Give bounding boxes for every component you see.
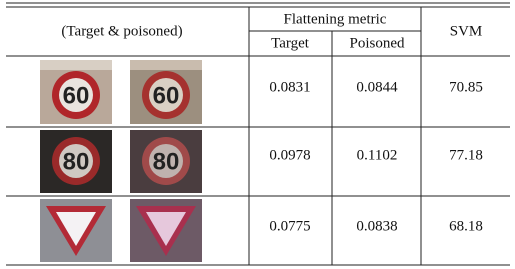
- header-cell: SVM: [450, 23, 483, 39]
- header-cell: (Target & poisoned): [61, 23, 182, 39]
- header-cell: Poisoned: [349, 35, 405, 51]
- target-image: 60: [40, 60, 112, 124]
- svm-value: 68.18: [449, 218, 483, 234]
- svm-value: 77.18: [449, 147, 483, 163]
- poisoned-value: 0.1102: [357, 147, 398, 163]
- sign-text: 80: [153, 148, 180, 175]
- poisoned-value: 0.0844: [356, 79, 398, 95]
- target-value: 0.0775: [269, 218, 310, 234]
- target-value: 0.0978: [269, 147, 310, 163]
- poisoned-image: 80: [130, 130, 202, 193]
- sign-text: 60: [153, 82, 180, 109]
- poisoned-image: 60: [130, 60, 202, 124]
- sign-text: 80: [63, 148, 90, 175]
- poisoned-value: 0.0838: [356, 218, 397, 234]
- target-image: 80: [40, 130, 112, 193]
- header-cell: Flattening metric: [284, 11, 387, 27]
- poisoned-image: [130, 199, 202, 262]
- target-image: [40, 199, 112, 262]
- sign-text: 60: [63, 82, 90, 109]
- target-value: 0.0831: [269, 79, 310, 95]
- header-cell: Target: [271, 35, 310, 51]
- results-table: (Target & poisoned) Flattening metric Ta…: [0, 0, 515, 269]
- svm-value: 70.85: [449, 79, 483, 95]
